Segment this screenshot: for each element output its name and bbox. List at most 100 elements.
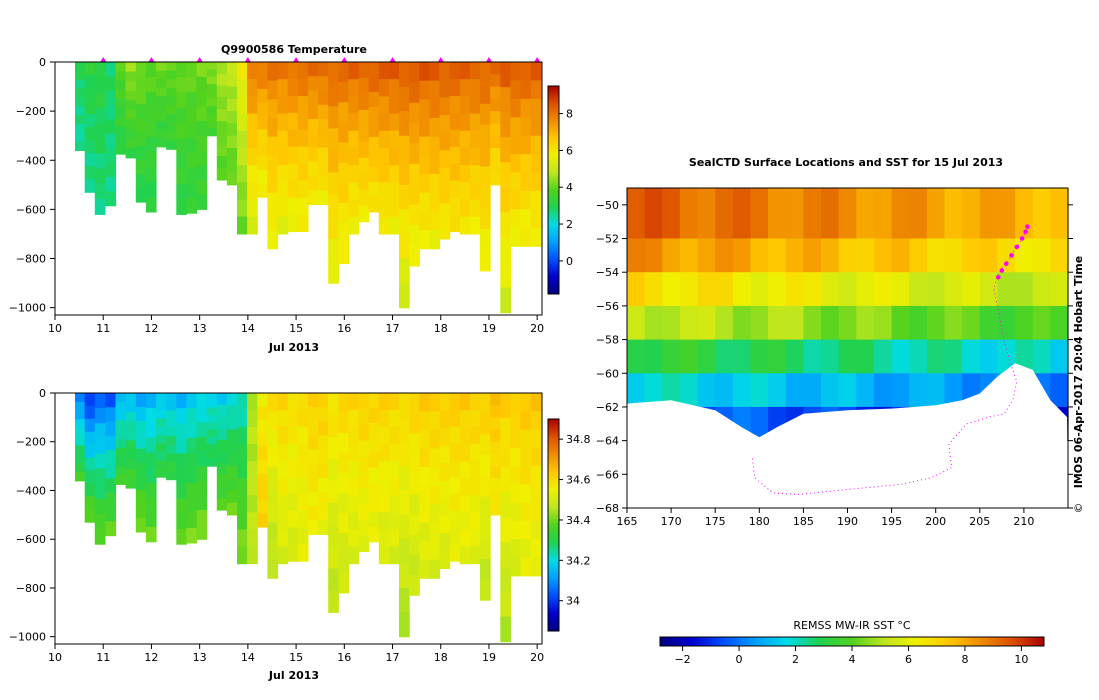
sst-cell <box>1050 272 1069 307</box>
profile-cell <box>206 69 218 78</box>
profile-cell <box>287 129 299 148</box>
profile-cell <box>94 168 106 185</box>
sst-cell <box>785 339 804 374</box>
sst-cell <box>962 188 981 240</box>
profile-cell <box>267 230 279 250</box>
profile-cell <box>419 62 430 82</box>
profile-cell <box>75 419 86 429</box>
profile-cell <box>348 96 360 115</box>
surface-location-point <box>999 268 1005 273</box>
profile-cell <box>429 136 441 156</box>
profile-cell <box>115 393 127 403</box>
profile-cell <box>287 544 299 562</box>
profile-cell <box>419 448 430 468</box>
profile-cell <box>135 174 147 189</box>
sst-cell <box>768 373 787 408</box>
profile-cell <box>419 393 430 413</box>
profile-cell <box>257 75 268 90</box>
profile-cell <box>409 575 420 596</box>
profile-cell <box>226 466 238 479</box>
sst-cell <box>821 305 840 341</box>
profile-cell <box>530 557 542 577</box>
profile-cell <box>449 477 461 495</box>
profile-cell <box>186 122 198 139</box>
profile-cell <box>176 138 187 154</box>
profile-cell <box>75 70 86 81</box>
profile-cell <box>358 109 370 127</box>
profile-cell <box>338 452 349 474</box>
profile-cell <box>166 462 177 472</box>
profile-cell <box>338 122 349 144</box>
profile-cell <box>500 417 511 444</box>
profile-cell <box>449 180 461 199</box>
profile-cell <box>125 100 137 111</box>
sst-cell <box>1015 238 1034 273</box>
sst-cell <box>962 305 981 341</box>
profile-cell <box>469 495 481 513</box>
temperature-xlabel: Jul 2013 <box>268 341 319 354</box>
profile-cell <box>510 429 522 449</box>
profile-cell <box>206 121 218 129</box>
profile-cell <box>237 461 248 479</box>
profile-cell <box>378 199 390 218</box>
profile-cell <box>409 225 420 247</box>
profile-cell <box>358 205 370 223</box>
profile-cell <box>277 216 289 235</box>
profile-cell <box>459 478 471 496</box>
profile-cell <box>125 119 137 130</box>
profile-cell <box>449 544 461 562</box>
profile-cell <box>206 451 218 460</box>
profile-cell <box>530 154 542 174</box>
profile-cell <box>490 62 501 75</box>
profile-cell <box>125 459 137 470</box>
profile-cell <box>94 408 106 424</box>
sst-cell <box>679 188 699 240</box>
sst-cell <box>926 373 946 408</box>
x-tick-label: 15 <box>289 651 303 664</box>
map-y-tick-label: −60 <box>596 367 619 380</box>
sst-cell <box>644 238 663 273</box>
salinity-y-ticks: 0 −200 −400 −600 −800 −1000 <box>9 387 55 644</box>
profile-cell <box>338 433 349 454</box>
profile-cell <box>206 414 218 423</box>
profile-cell <box>307 407 319 422</box>
profile-cell <box>338 162 349 184</box>
profile-cell <box>469 62 481 80</box>
map-x-tick-label: 185 <box>793 515 814 528</box>
profile-cell <box>257 500 268 515</box>
profile-cell <box>166 105 177 115</box>
profile-cell <box>115 438 127 449</box>
profile-cell <box>125 393 137 404</box>
profile-cell <box>510 557 522 577</box>
profile-cell <box>216 393 228 406</box>
sst-cell <box>732 305 751 341</box>
profile-cell <box>186 92 198 108</box>
profile-cell <box>307 491 319 507</box>
sst-cell <box>944 272 963 307</box>
profile-cell <box>328 414 339 438</box>
map-x-tick-label: 195 <box>881 515 902 528</box>
profile-cell <box>237 182 248 201</box>
profile-cell <box>399 393 410 418</box>
profile-cell <box>166 444 177 455</box>
profile-cell <box>287 78 299 97</box>
profile-cell <box>480 434 491 456</box>
profile-cell <box>267 541 279 561</box>
colorbar-tick-label: 4 <box>566 181 573 194</box>
profile-cell <box>520 209 532 229</box>
sst-cell <box>715 238 734 273</box>
profile-cell <box>237 393 248 411</box>
profile-cell <box>520 484 532 504</box>
profile-cell <box>439 445 451 464</box>
profile-cell <box>125 129 137 140</box>
profile-cell <box>490 172 501 186</box>
y-tick-label: 0 <box>39 56 46 69</box>
sst-cell <box>732 373 751 408</box>
profile-cell <box>307 76 319 91</box>
profile-cell <box>135 434 147 450</box>
profile-cell <box>530 98 542 118</box>
profile-cell <box>419 430 430 450</box>
profile-cell <box>480 187 491 209</box>
profile-cell <box>307 190 319 205</box>
profile-cell <box>115 71 127 81</box>
